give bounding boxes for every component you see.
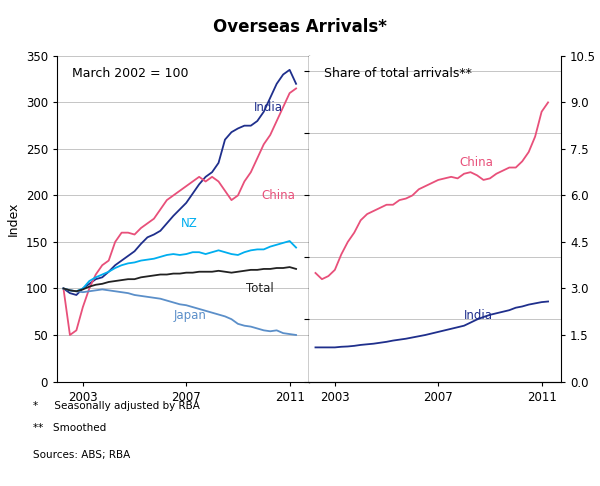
Text: Sources: ABS; RBA: Sources: ABS; RBA [33, 450, 130, 460]
Text: Japan: Japan [173, 309, 206, 322]
Text: *     Seasonally adjusted by RBA: * Seasonally adjusted by RBA [33, 401, 200, 411]
Text: Total: Total [245, 282, 274, 295]
Y-axis label: Index: Index [7, 202, 20, 236]
Text: China: China [261, 189, 295, 202]
Text: March 2002 = 100: March 2002 = 100 [72, 67, 188, 80]
Text: Overseas Arrivals*: Overseas Arrivals* [213, 17, 387, 36]
Text: NZ: NZ [181, 217, 198, 230]
Text: **   Smoothed: ** Smoothed [33, 423, 106, 433]
Text: India: India [464, 309, 493, 322]
Text: India: India [253, 101, 283, 114]
Text: China: China [459, 156, 493, 169]
Text: Share of total arrivals**: Share of total arrivals** [324, 67, 472, 80]
